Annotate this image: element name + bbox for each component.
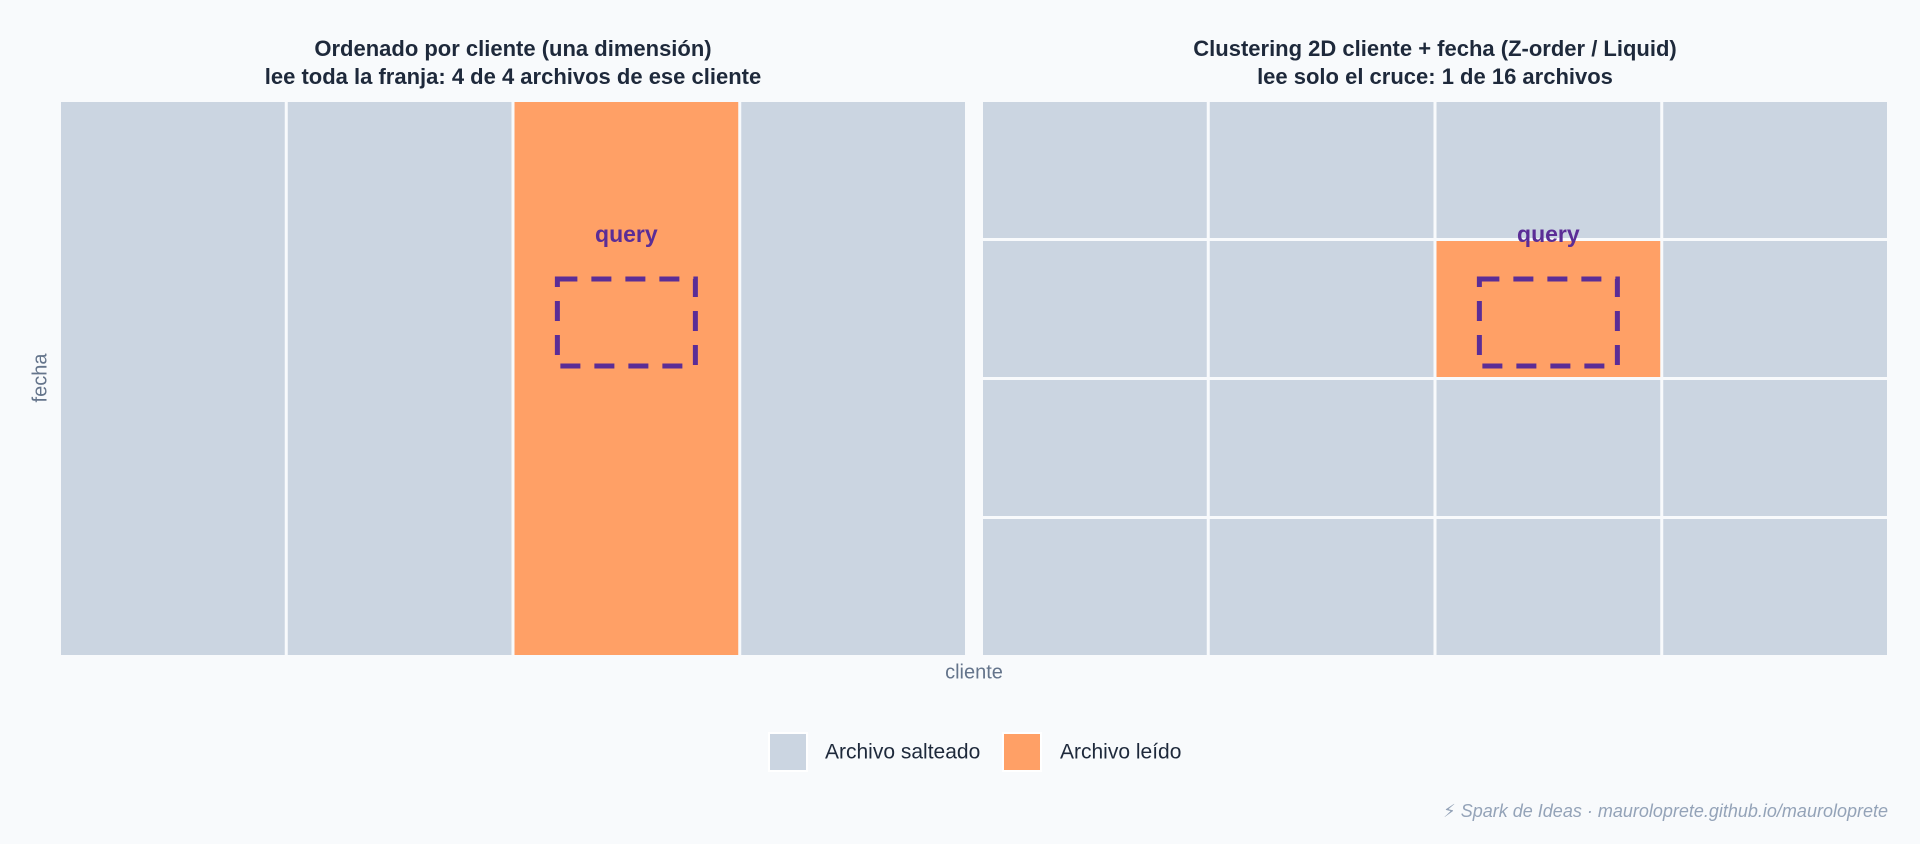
file-skipped (1436, 380, 1661, 516)
panel-subtitle: lee toda la franja: 4 de 4 archivos de e… (265, 64, 761, 89)
query-label: query (595, 221, 658, 247)
file-read (514, 102, 739, 655)
file-skipped (1436, 519, 1661, 655)
file-skipped (1663, 241, 1887, 377)
legend-swatch (1002, 732, 1042, 772)
file-skipped (983, 241, 1207, 377)
file-skipped (1209, 519, 1434, 655)
legend: Archivo salteado Archivo leído (768, 732, 1181, 772)
file-skipped (983, 519, 1207, 655)
file-skipped (1209, 241, 1434, 377)
file-skipped (1663, 102, 1887, 238)
legend-swatch (768, 732, 808, 772)
query-box (1476, 276, 1620, 369)
file-skipped (61, 102, 285, 655)
file-skipped (1209, 102, 1434, 238)
legend-label: Archivo salteado (825, 741, 980, 764)
query-box (554, 276, 698, 369)
file-skipped (983, 102, 1207, 238)
file-skipped (287, 102, 512, 655)
file-skipped (1663, 380, 1887, 516)
file-skipped (1436, 102, 1661, 238)
panel-title: Clustering 2D cliente + fecha (Z-order /… (1193, 36, 1676, 61)
panel-title: Ordenado por cliente (una dimensión) (314, 36, 711, 61)
y-axis-label: fecha (29, 353, 51, 403)
file-skipped (1663, 519, 1887, 655)
footer: ⚡ Spark de Ideas · mauroloprete.github.i… (1443, 801, 1888, 821)
file-skipped (1209, 380, 1434, 516)
x-axis-label: cliente (945, 661, 1003, 683)
panel-subtitle: lee solo el cruce: 1 de 16 archivos (1257, 64, 1613, 89)
legend-label: Archivo leído (1060, 741, 1181, 764)
query-label: query (1517, 221, 1580, 247)
file-skipped (741, 102, 965, 655)
file-skipped (983, 380, 1207, 516)
cells (61, 102, 1887, 655)
file-read (1436, 241, 1661, 377)
